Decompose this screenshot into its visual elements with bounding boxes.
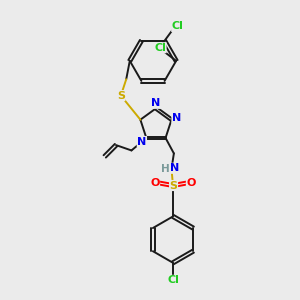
Text: Cl: Cl <box>167 275 179 285</box>
Text: O: O <box>186 178 196 188</box>
Text: N: N <box>151 98 160 108</box>
Text: N: N <box>172 113 181 123</box>
Text: H: H <box>160 164 169 174</box>
Text: S: S <box>169 181 178 190</box>
Text: N: N <box>170 163 179 173</box>
Text: O: O <box>150 178 160 188</box>
Text: S: S <box>117 91 125 100</box>
Text: N: N <box>137 136 146 146</box>
Text: Cl: Cl <box>172 22 184 32</box>
Text: Cl: Cl <box>154 43 166 53</box>
